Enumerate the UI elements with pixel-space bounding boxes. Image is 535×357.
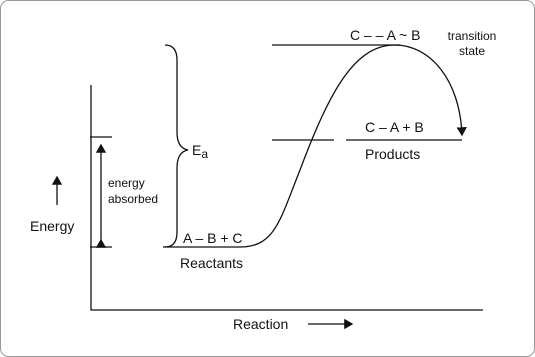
transition-complex: C – – A ~ B <box>350 27 420 43</box>
reaction-curve <box>163 44 467 248</box>
y-axis-label: Energy <box>30 218 74 234</box>
activation-energy-subscript: a <box>201 147 208 161</box>
reactants-formula: A – B + C <box>183 230 243 246</box>
products-formula: C – A + B <box>365 119 424 135</box>
energy-absorbed: absorbed <box>108 192 158 206</box>
brace <box>164 44 189 248</box>
transition-state: transition <box>448 29 497 43</box>
transition-state: state <box>459 44 485 58</box>
axes <box>90 85 483 311</box>
energy-absorbed: energy <box>108 176 145 190</box>
activation-energy: Ea <box>192 142 208 161</box>
x-axis-label: Reaction <box>233 316 288 332</box>
products-label: Products <box>365 146 420 162</box>
reactants-label: Reactants <box>180 255 243 271</box>
activation-energy-symbol: E <box>192 142 201 158</box>
